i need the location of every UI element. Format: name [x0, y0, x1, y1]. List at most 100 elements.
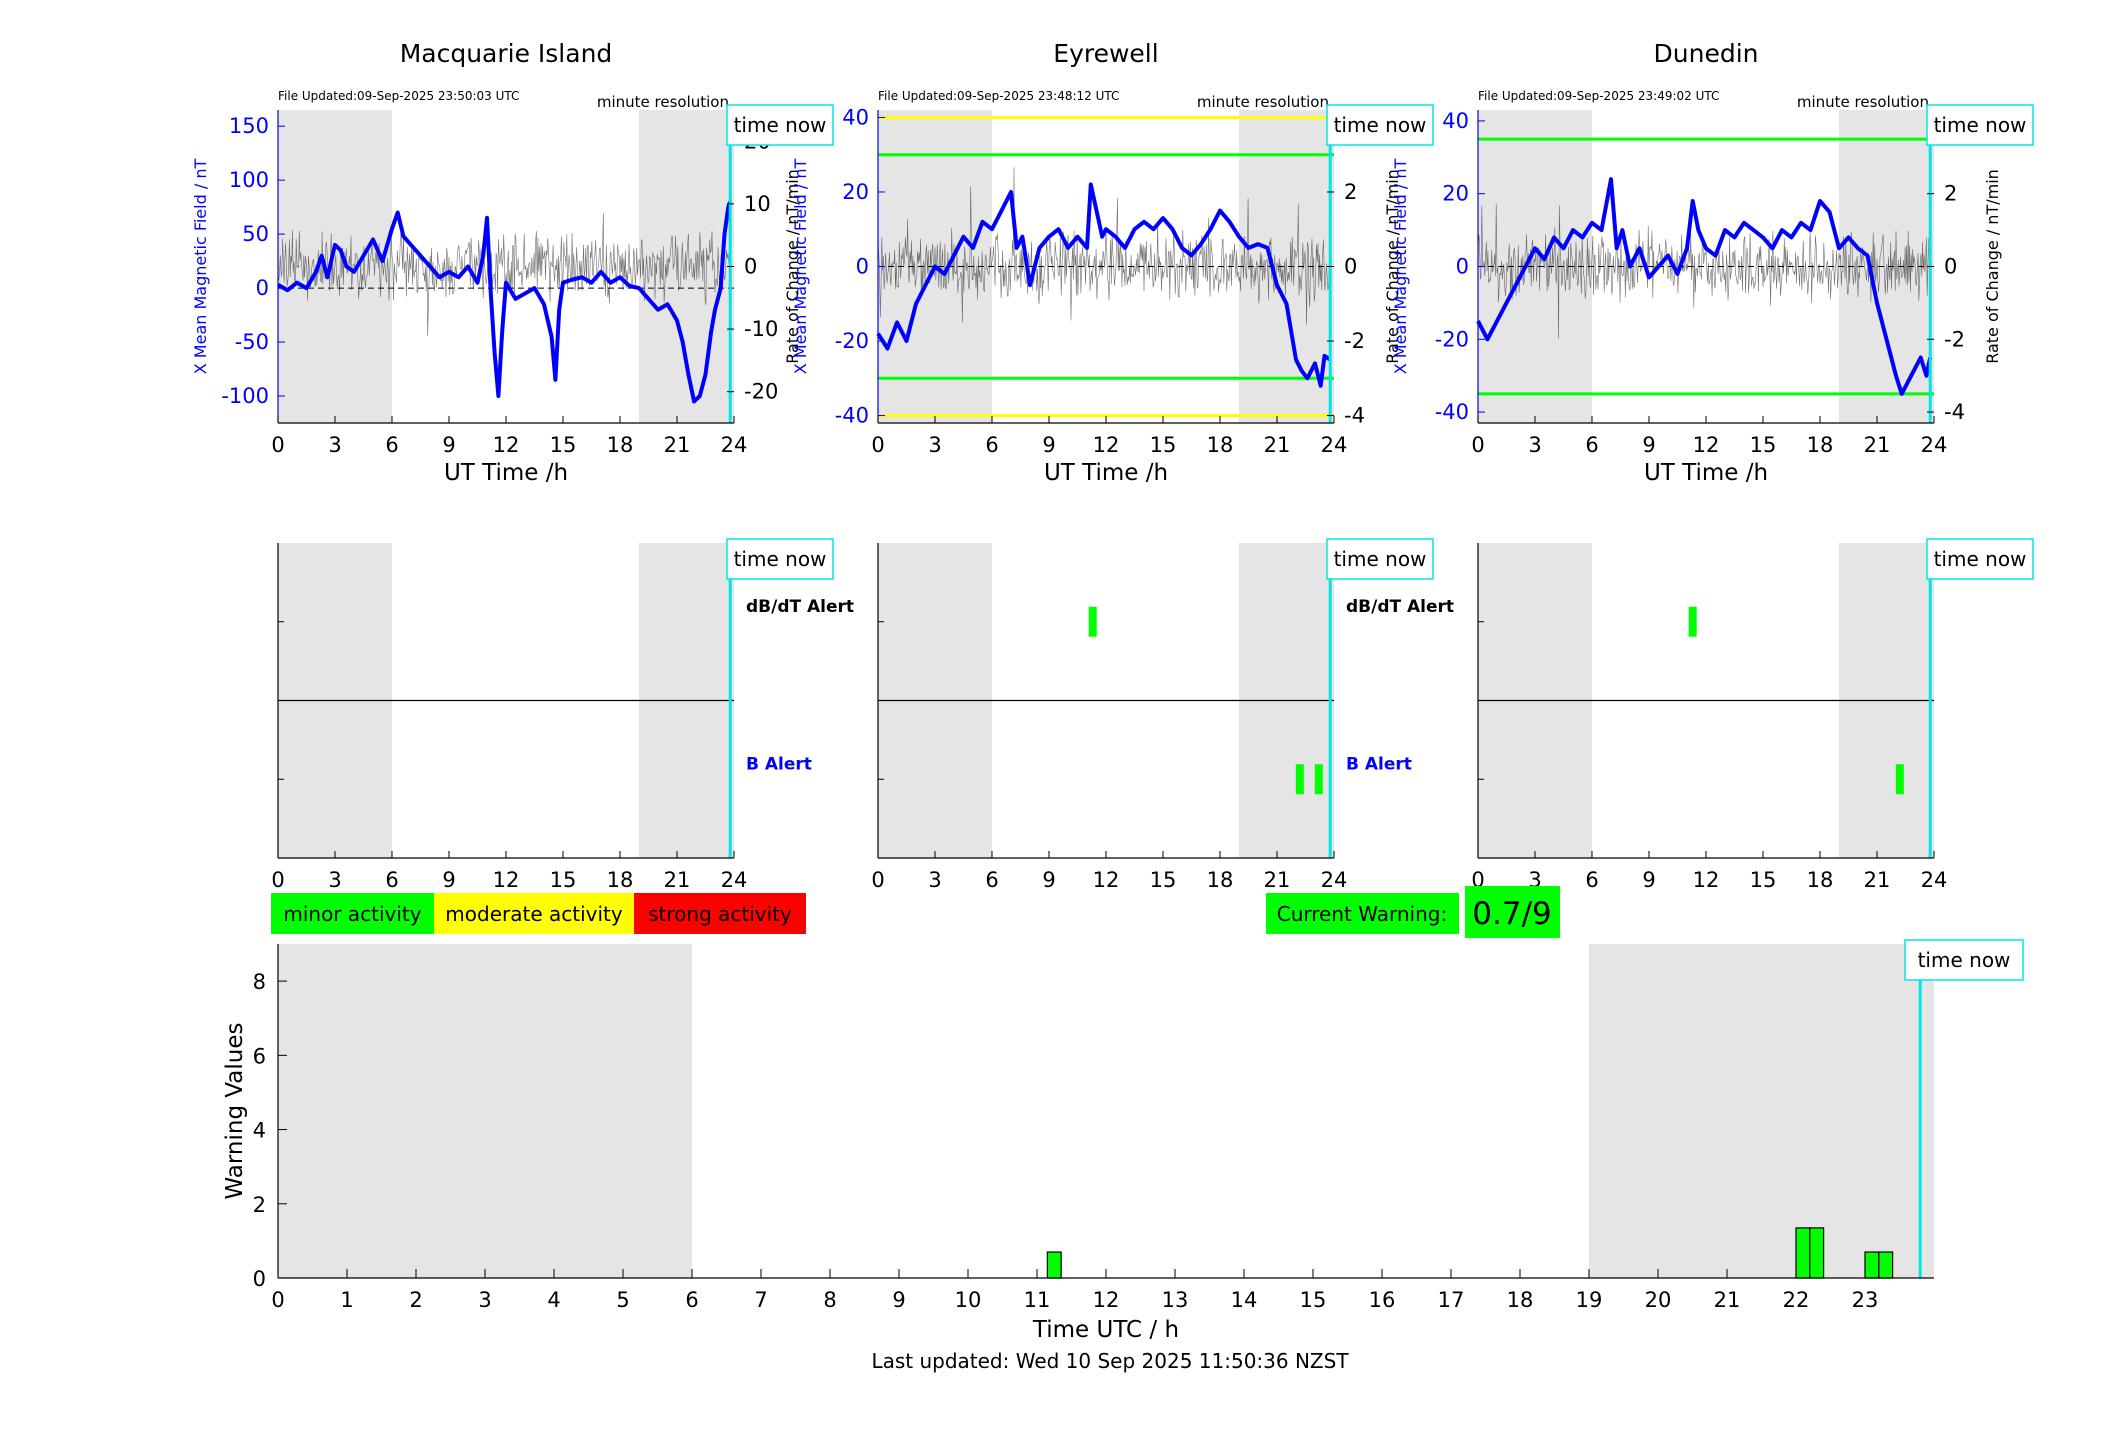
eyrewell-right-y-tick-label: 0: [1344, 255, 1357, 279]
warning-x-tick-label: 4: [547, 1288, 560, 1312]
dunedin-right-y-tick-label: -4: [1944, 400, 1965, 424]
warning-x-tick-label: 3: [478, 1288, 491, 1312]
warning-y-tick-label: 6: [253, 1044, 266, 1068]
eyrewell-plot: 03691215182124-40-2002040-4-2024Eyrewell…: [791, 39, 1434, 486]
dunedin-alert-x-tick-label: 9: [1642, 868, 1655, 892]
eyrewell-x-tick-label: 3: [928, 433, 941, 457]
warning-x-tick-label: 20: [1645, 1288, 1672, 1312]
macquarie-island-alert-x-tick-label: 3: [328, 868, 341, 892]
warning-x-tick-label: 21: [1714, 1288, 1741, 1312]
macquarie-island-y-tick-label: -50: [235, 330, 269, 354]
dunedin-right-y-tick-label: 0: [1944, 255, 1957, 279]
dunedin-x-tick-label: 12: [1693, 433, 1720, 457]
dunedin-alert-x-tick-label: 24: [1921, 868, 1948, 892]
warning-x-tick-label: 23: [1852, 1288, 1879, 1312]
eyrewell-y-tick-label: -20: [835, 329, 869, 353]
dunedin-right-y-axis-label: Rate of Change / nT/min: [1983, 169, 2002, 364]
macquarie-island-mean-field-line: [277, 201, 733, 404]
eyrewell-title: Eyrewell: [1053, 39, 1158, 68]
warning-x-tick-label: 2: [409, 1288, 422, 1312]
warning-y-tick-label: 8: [253, 970, 266, 994]
eyrewell-file-updated: File Updated:09-Sep-2025 23:48:12 UTC: [878, 89, 1119, 103]
last-updated-text: Last updated: Wed 10 Sep 2025 11:50:36 N…: [871, 1349, 1349, 1373]
dunedin-x-tick-label: 18: [1807, 433, 1834, 457]
eyrewell-right-y-tick-label: 2: [1344, 180, 1357, 204]
eyrewell-x-tick-label: 18: [1207, 433, 1234, 457]
macquarie-island-minute-resolution: minute resolution: [597, 93, 729, 111]
eyrewell-b-alert-label: B Alert: [1346, 754, 1412, 774]
current-warning-value-box: [1465, 886, 1560, 938]
dunedin-time-now-box: [1926, 104, 2034, 146]
warning-time-now-label: time now: [1918, 948, 2011, 972]
macquarie-island-y-tick-label: 0: [256, 276, 269, 300]
warning-value-bar: [1809, 1227, 1825, 1279]
legend-minor-activity-swatch: [271, 893, 434, 934]
dunedin-x-tick-label: 6: [1585, 433, 1598, 457]
warning-value-bar: [1046, 1251, 1062, 1279]
eyrewell-y-tick-label: 20: [842, 180, 869, 204]
warning-x-tick-label: 5: [616, 1288, 629, 1312]
eyrewell-alert-x-tick-label: 6: [985, 868, 998, 892]
eyrewell-mean-field-line: [876, 182, 1332, 388]
dunedin-y-tick-label: -40: [1435, 400, 1469, 424]
warning-x-tick-label: 22: [1783, 1288, 1810, 1312]
dunedin-x-tick-label: 9: [1642, 433, 1655, 457]
macquarie-island-rate-of-change-line: [277, 213, 731, 336]
macquarie-island-title: Macquarie Island: [400, 39, 613, 68]
macquarie-island-x-tick-label: 18: [607, 433, 634, 457]
dunedin-rate-of-change-line: [1477, 203, 1931, 339]
macquarie-island-alert-x-tick-label: 18: [607, 868, 634, 892]
warning-y-axis-label: Warning Values: [222, 1022, 248, 1199]
macquarie-island-alert-time-now-label: time now: [734, 547, 827, 571]
warning-x-tick-label: 19: [1576, 1288, 1603, 1312]
macquarie-island-alert-x-tick-label: 6: [385, 868, 398, 892]
macquarie-island-file-updated: File Updated:09-Sep-2025 23:50:03 UTC: [278, 89, 519, 103]
warning-x-tick-label: 7: [754, 1288, 767, 1312]
warning-time-now-box: [1904, 939, 2024, 981]
macquarie-island-x-tick-label: 9: [442, 433, 455, 457]
warning-x-tick-label: 6: [685, 1288, 698, 1312]
macquarie-island-alert-x-tick-label: 21: [664, 868, 691, 892]
dunedin-plot: 03691215182124-40-2002040-4-2024DunedinF…: [1391, 39, 2034, 486]
dunedin-right-y-tick-label: -2: [1944, 327, 1965, 351]
macquarie-island-right-y-tick-label: 10: [744, 192, 771, 216]
eyrewell-x-tick-label: 9: [1042, 433, 1055, 457]
eyrewell-x-tick-label: 21: [1264, 433, 1291, 457]
eyrewell-x-tick-label: 0: [871, 433, 884, 457]
legend-moderate-activity-swatch: [434, 893, 634, 934]
warning-y-tick-label: 0: [253, 1267, 266, 1291]
eyrewell-x-tick-label: 24: [1321, 433, 1348, 457]
warning-x-tick-label: 10: [955, 1288, 982, 1312]
dunedin-file-updated: File Updated:09-Sep-2025 23:49:02 UTC: [1478, 89, 1719, 103]
macquarie-island-y-tick-label: 150: [229, 114, 269, 138]
dunedin-x-axis-label: UT Time /h: [1644, 460, 1768, 486]
activity-legend: minor activity moderate activity strong ac…: [271, 893, 806, 934]
macquarie-island-y-axis-label: X Mean Magnetic Field / nT: [191, 159, 210, 375]
eyrewell-y-tick-label: 0: [856, 255, 869, 279]
current-warning-label-box: [1266, 893, 1459, 934]
macquarie-island-dbdt-alert-label: dB/dT Alert: [746, 597, 854, 617]
legend-minor-activity-label: minor activity: [283, 902, 421, 926]
eyrewell-alert-x-tick-label: 9: [1042, 868, 1055, 892]
dunedin-y-tick-label: 0: [1456, 255, 1469, 279]
dunedin-alert-x-tick-label: 6: [1585, 868, 1598, 892]
dunedin-x-tick-label: 15: [1750, 433, 1777, 457]
warning-y-tick-label: 2: [253, 1193, 266, 1217]
macquarie-island-b-alert-label: B Alert: [746, 754, 812, 774]
dunedin-x-tick-label: 24: [1921, 433, 1948, 457]
macquarie-island-time-now-box: [726, 104, 834, 146]
warning-x-tick-label: 18: [1507, 1288, 1534, 1312]
macquarie-island-alert-x-tick-label: 15: [550, 868, 577, 892]
dunedin-alert-x-tick-label: 15: [1750, 868, 1777, 892]
warning-values-plot: 0 1 2 3 4 5 6 7 8 9 10 11 12 13 14 15 16 17 18 19 20 21 22 2302…: [222, 939, 2024, 1343]
eyrewell-alert-x-tick-label: 3: [928, 868, 941, 892]
eyrewell-alert-time-now-box: [1326, 538, 1434, 580]
warning-x-tick-label: 16: [1369, 1288, 1396, 1312]
macquarie-island-x-axis-label: UT Time /h: [444, 460, 568, 486]
eyrewell-y-tick-label: -40: [835, 404, 869, 428]
eyrewell-alert-x-tick-label: 24: [1321, 868, 1348, 892]
dunedin-y-tick-label: 40: [1442, 109, 1469, 133]
current-warning-value: 0.7/9: [1472, 896, 1551, 932]
warning-x-tick-label: 13: [1162, 1288, 1189, 1312]
